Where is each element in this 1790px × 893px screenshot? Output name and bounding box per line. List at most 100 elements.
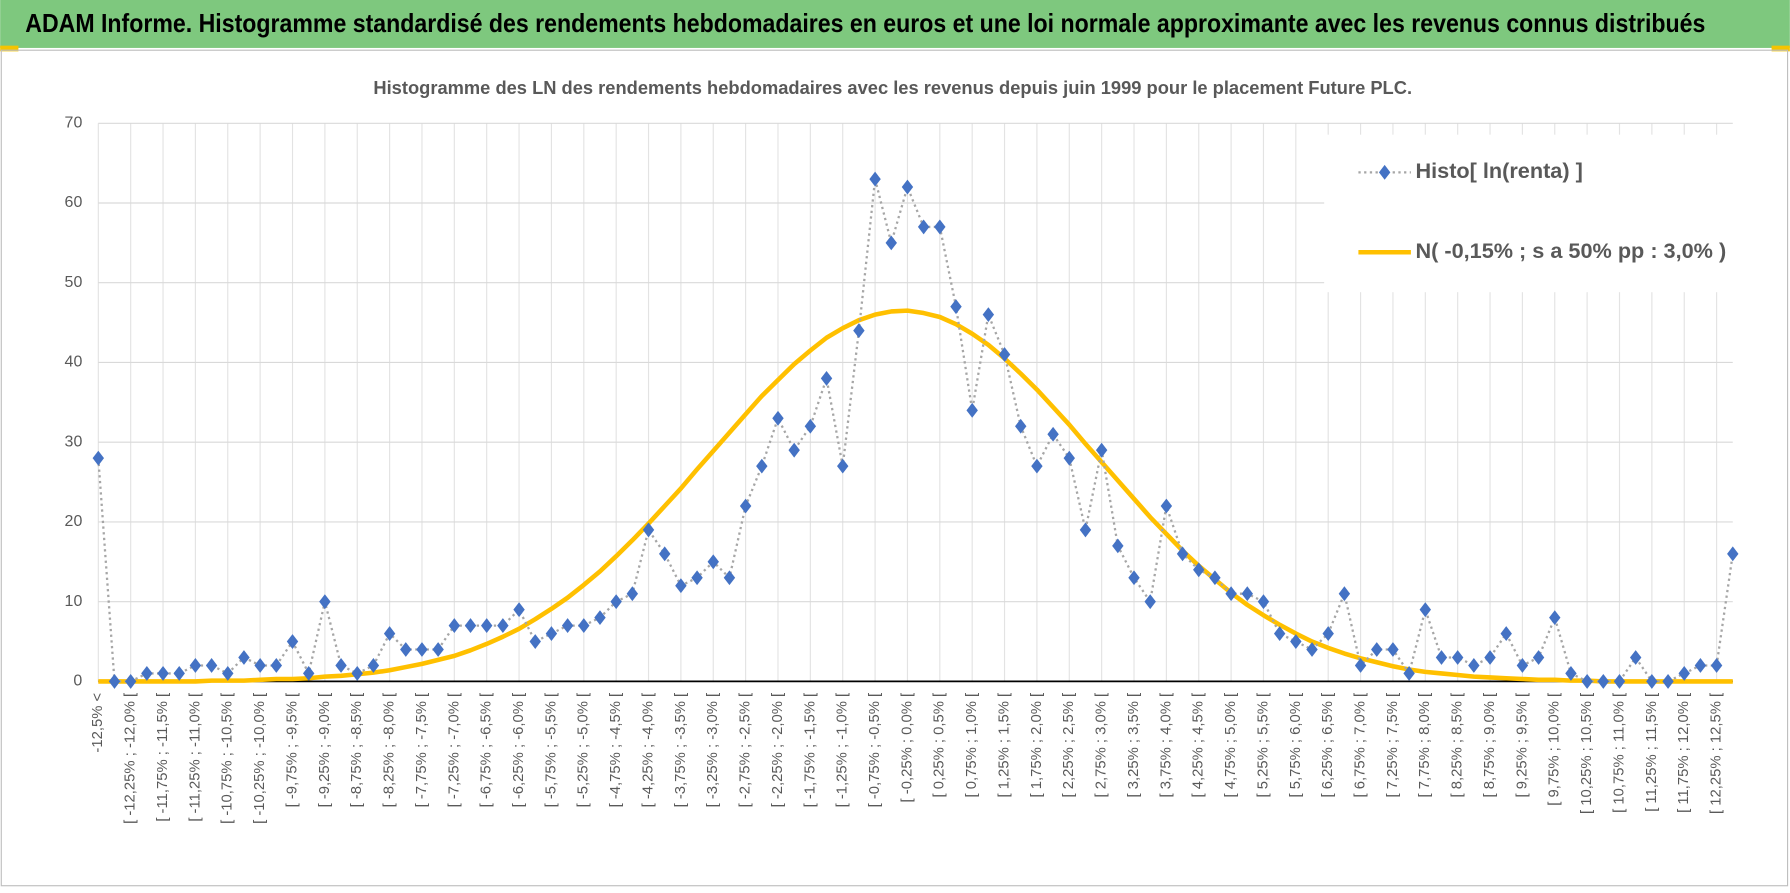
x-tick-label: [ 1,25% ; 1,5% [ xyxy=(996,693,1012,798)
x-tick-label: [ 2,75% ; 3,0% [ xyxy=(1094,693,1110,798)
data-point xyxy=(1549,610,1561,626)
x-tick-label: [ -5,75% ; -5,5% [ xyxy=(543,693,559,808)
data-point xyxy=(1354,658,1367,673)
legend: Histo[ ln(renta) ] N( -0,15% ; s a 50% pp… xyxy=(1324,134,1736,293)
data-point xyxy=(302,666,315,681)
x-tick-label: [ 10,75% ; 11,0% [ xyxy=(1611,693,1627,813)
x-tick-label: [ 7,75% ; 8,0% [ xyxy=(1417,693,1433,798)
data-point xyxy=(1646,673,1658,689)
plot-area: 0 10 20 30 40 50 60 70 -12,5% < [ -12,25% ; -12,0… xyxy=(65,114,1739,824)
chart-frame xyxy=(0,49,1789,887)
x-tick-label: [ 3,75% ; 4,0% [ xyxy=(1158,693,1174,798)
data-point xyxy=(1144,594,1156,610)
x-tick-label: [ -10,25% ; -10,0% [ xyxy=(252,693,268,824)
data-point xyxy=(319,594,331,610)
data-point xyxy=(1209,570,1221,586)
data-point xyxy=(1468,658,1480,673)
data-point xyxy=(1613,673,1626,689)
header-title: ADAM Informe. Histogramme standardisé de… xyxy=(25,8,1705,38)
data-point xyxy=(1225,586,1237,602)
x-tick-label: [ -6,25% ; -6,0% [ xyxy=(511,693,527,808)
x-tick-label: [ 6,75% ; 7,0% [ xyxy=(1352,693,1368,798)
data-point xyxy=(1484,650,1496,665)
x-tick-label: [ 10,25% ; 10,5% [ xyxy=(1579,693,1595,814)
x-tick-label: [ 5,25% ; 5,5% [ xyxy=(1255,693,1271,798)
legend-label: N( -0,15% ; s a 50% pp : 3,0% ) xyxy=(1415,238,1726,263)
x-tick-label: [ 4,25% ; 4,5% [ xyxy=(1191,693,1207,798)
x-tick-label: [ -1,75% ; -1,5% [ xyxy=(802,693,818,808)
data-point xyxy=(1710,658,1723,673)
data-point xyxy=(1322,626,1334,641)
data-point xyxy=(1629,650,1642,665)
data-point xyxy=(189,658,202,673)
data-point xyxy=(238,650,250,665)
data-point xyxy=(286,634,299,649)
data-point xyxy=(1435,650,1448,665)
chart-title: Histogramme des LN des rendements hebdom… xyxy=(373,77,1412,98)
x-tick-label: [ -11,75% ; -11,5% [ xyxy=(155,693,171,822)
data-point xyxy=(92,450,105,466)
x-tick-label: [ -9,75% ; -9,5% [ xyxy=(284,693,300,808)
y-tick-label: 70 xyxy=(65,114,83,131)
legend-marker xyxy=(1378,164,1391,180)
y-tick-label: 40 xyxy=(65,354,83,371)
x-tick-label: [ 2,25% ; 2,5% [ xyxy=(1061,693,1077,798)
data-point xyxy=(335,658,347,673)
legend-label: Histo[ ln(renta) ] xyxy=(1415,158,1582,183)
x-tick-label: [ -4,25% ; -4,0% [ xyxy=(640,693,656,808)
x-tick-label: [ -3,25% ; -3,0% [ xyxy=(705,693,721,808)
x-tick-label: [ 7,25% ; 7,5% [ xyxy=(1385,693,1401,798)
x-tick-label: [ -4,75% ; -4,5% [ xyxy=(608,693,624,808)
data-point xyxy=(383,626,396,641)
data-point xyxy=(820,371,833,386)
data-point xyxy=(108,673,121,689)
x-tick-label: [ -12,25% ; -12,0% [ xyxy=(123,693,139,824)
x-tick-label: [ 11,25% ; 11,5% [ xyxy=(1644,693,1660,812)
data-point xyxy=(480,618,493,634)
data-point xyxy=(1112,538,1124,554)
y-tick-label: 30 xyxy=(65,433,83,450)
x-tick-label: [ -8,75% ; -8,5% [ xyxy=(349,693,365,808)
data-point xyxy=(1500,626,1512,641)
data-point xyxy=(1694,658,1707,673)
data-point xyxy=(1565,666,1577,681)
x-tick-label: [ 3,25% ; 3,5% [ xyxy=(1126,693,1142,798)
x-tick-label: [ -8,25% ; -8,0% [ xyxy=(382,693,398,808)
data-point xyxy=(1662,673,1674,689)
x-tick-label: [ 5,75% ; 6,0% [ xyxy=(1288,693,1304,798)
x-tick-label: [ -0,75% ; -0,5% [ xyxy=(867,693,883,808)
y-tick-label: 10 xyxy=(65,593,83,610)
x-tick-label: [ -10,75% ; -10,5% [ xyxy=(220,693,236,824)
data-point xyxy=(141,666,153,681)
x-tick-label: [ -11,25% ; -11,0% [ xyxy=(187,693,203,822)
data-point xyxy=(1306,642,1318,657)
series-line xyxy=(98,308,1733,684)
y-tick-label: 0 xyxy=(73,673,82,690)
x-tick-label: [ 1,75% ; 2,0% [ xyxy=(1029,693,1045,798)
x-tick-label: [ 8,75% ; 9,0% [ xyxy=(1482,693,1498,798)
x-tick-label: [ -0,25% ; 0,0% [ xyxy=(899,693,915,803)
y-tick-label: 60 xyxy=(65,194,83,211)
x-tick-label: [ 0,25% ; 0,5% [ xyxy=(932,693,948,798)
data-point xyxy=(723,570,736,586)
data-point xyxy=(1581,673,1593,689)
header-accent xyxy=(1771,45,1790,52)
data-point xyxy=(1063,450,1075,466)
x-tick-label: [ 0,75% ; 1,0% [ xyxy=(964,693,980,798)
data-point xyxy=(1095,442,1108,458)
data-point xyxy=(1516,658,1529,673)
data-point xyxy=(1371,642,1383,657)
x-tick-label: [ 12,25% ; 12,5% [ xyxy=(1709,693,1725,814)
data-point xyxy=(642,522,655,538)
x-tick-label: [ -1,25% ; -1,0% [ xyxy=(835,693,851,808)
data-point xyxy=(205,658,218,673)
data-point xyxy=(772,410,784,426)
x-tick-label: [ 4,75% ; 5,0% [ xyxy=(1223,693,1239,798)
x-tick-label: [ -3,75% ; -3,5% [ xyxy=(673,693,689,808)
data-point xyxy=(853,323,865,338)
x-tick-label: [ -9,25% ; -9,0% [ xyxy=(317,693,333,808)
data-point xyxy=(675,578,687,594)
data-point xyxy=(1257,594,1270,610)
data-point xyxy=(400,642,412,657)
data-point xyxy=(173,666,185,681)
